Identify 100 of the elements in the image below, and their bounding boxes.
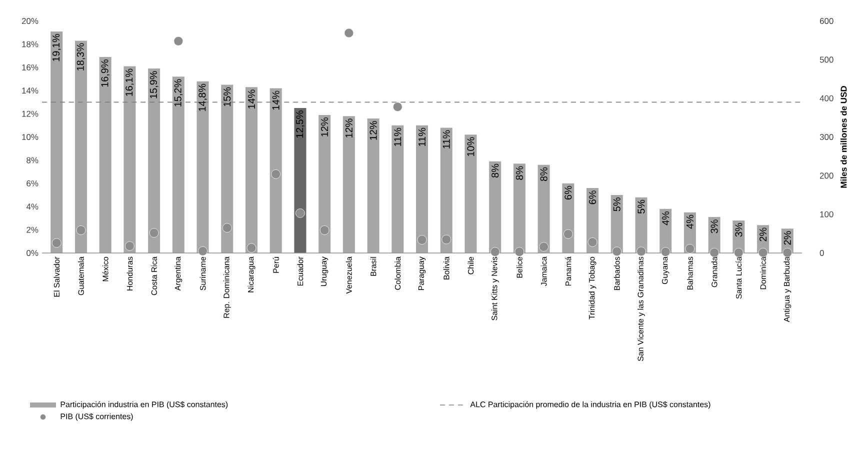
point [758,248,768,258]
bar [367,118,380,253]
point [52,238,62,248]
data-label: 12% [321,117,328,136]
data-label: 4% [686,214,694,229]
data-label: 19,1% [52,34,61,62]
point [563,229,573,239]
y2-tick-label: 400 [820,95,834,102]
bar [294,108,306,253]
y-tick-label: 4% [26,204,38,210]
bar [464,134,477,253]
bar [538,164,550,253]
point [734,248,744,258]
bar [99,56,112,253]
bar [318,114,331,253]
data-label: 3% [710,220,718,234]
y-tick-label: 14% [22,88,38,94]
bar [513,164,526,253]
y2-tick-label: 600 [820,18,834,24]
bar [440,128,452,253]
point [685,244,695,254]
data-label: 2% [784,231,791,245]
data-label: 5% [613,198,620,212]
bar [74,40,87,253]
data-label: 12% [345,118,352,138]
bar [245,87,258,253]
point [76,226,86,235]
y2-tick-label: 100 [820,211,834,218]
data-label: 15% [224,87,231,106]
point [539,242,548,252]
y-tick-label: 18% [22,41,38,48]
point [125,241,134,251]
y-tick-label: 2% [26,226,38,233]
y2-tick-label: 300 [820,134,834,140]
bar [172,76,184,253]
bar [392,125,404,253]
y2-tick-label: 500 [820,56,834,63]
point [198,246,208,256]
bar [148,68,160,253]
point [392,102,402,112]
data-label: 14% [272,90,280,110]
data-label: 8% [516,166,523,180]
data-label: 8% [492,164,499,178]
data-label: 5% [638,200,645,214]
bar [270,88,282,253]
bar [221,84,234,253]
y-tick-label: 6% [26,180,38,186]
point [636,246,646,256]
data-label: 8% [540,167,548,181]
data-label: 14% [248,90,255,108]
bar [124,66,136,253]
data-label: 10% [467,137,474,156]
point [320,226,330,235]
y-tick-label: 8% [26,157,38,164]
point [246,243,256,253]
bar [196,81,209,253]
data-label: 12,5% [296,110,304,138]
y-tick-label: 16% [22,64,38,70]
data-label: 6% [589,190,596,204]
point [271,169,281,179]
bar [562,183,574,253]
data-label: 15,2% [174,79,183,106]
y2-tick-label: 200 [820,172,834,179]
data-label: 18,3% [76,43,86,70]
point [588,237,598,247]
data-label: 14,8% [198,84,207,111]
point [296,208,305,218]
data-label: 11% [394,128,402,146]
y2-tick-label: 0 [820,250,824,256]
data-label: 12% [370,120,377,140]
data-label: 16,1% [126,68,134,96]
bar [50,31,63,253]
bar [586,188,599,253]
data-label: 6% [564,186,572,200]
data-label: 3% [735,223,742,237]
point [710,248,719,258]
point [660,247,670,257]
data-label: 16,9% [101,59,110,87]
y-tick-label: 12% [22,110,38,117]
bar [489,161,502,253]
data-label: 15,9% [150,71,158,98]
point [417,235,427,245]
point [612,246,622,256]
point [442,234,452,244]
y-tick-label: 20% [22,18,38,24]
y-tick-label: 10% [22,134,38,140]
point [514,247,524,257]
data-label: 11% [418,128,426,146]
point [490,247,500,257]
point [782,248,792,258]
point [344,28,354,38]
point [149,228,159,238]
bar [342,116,355,253]
data-label: 2% [760,228,767,242]
point [174,36,184,46]
y-tick-label: 0% [26,250,38,256]
data-label: 11% [442,130,450,148]
point [222,223,232,233]
data-label: 4% [662,211,670,226]
y2-axis-title: Miles de millones de USD [840,86,847,188]
